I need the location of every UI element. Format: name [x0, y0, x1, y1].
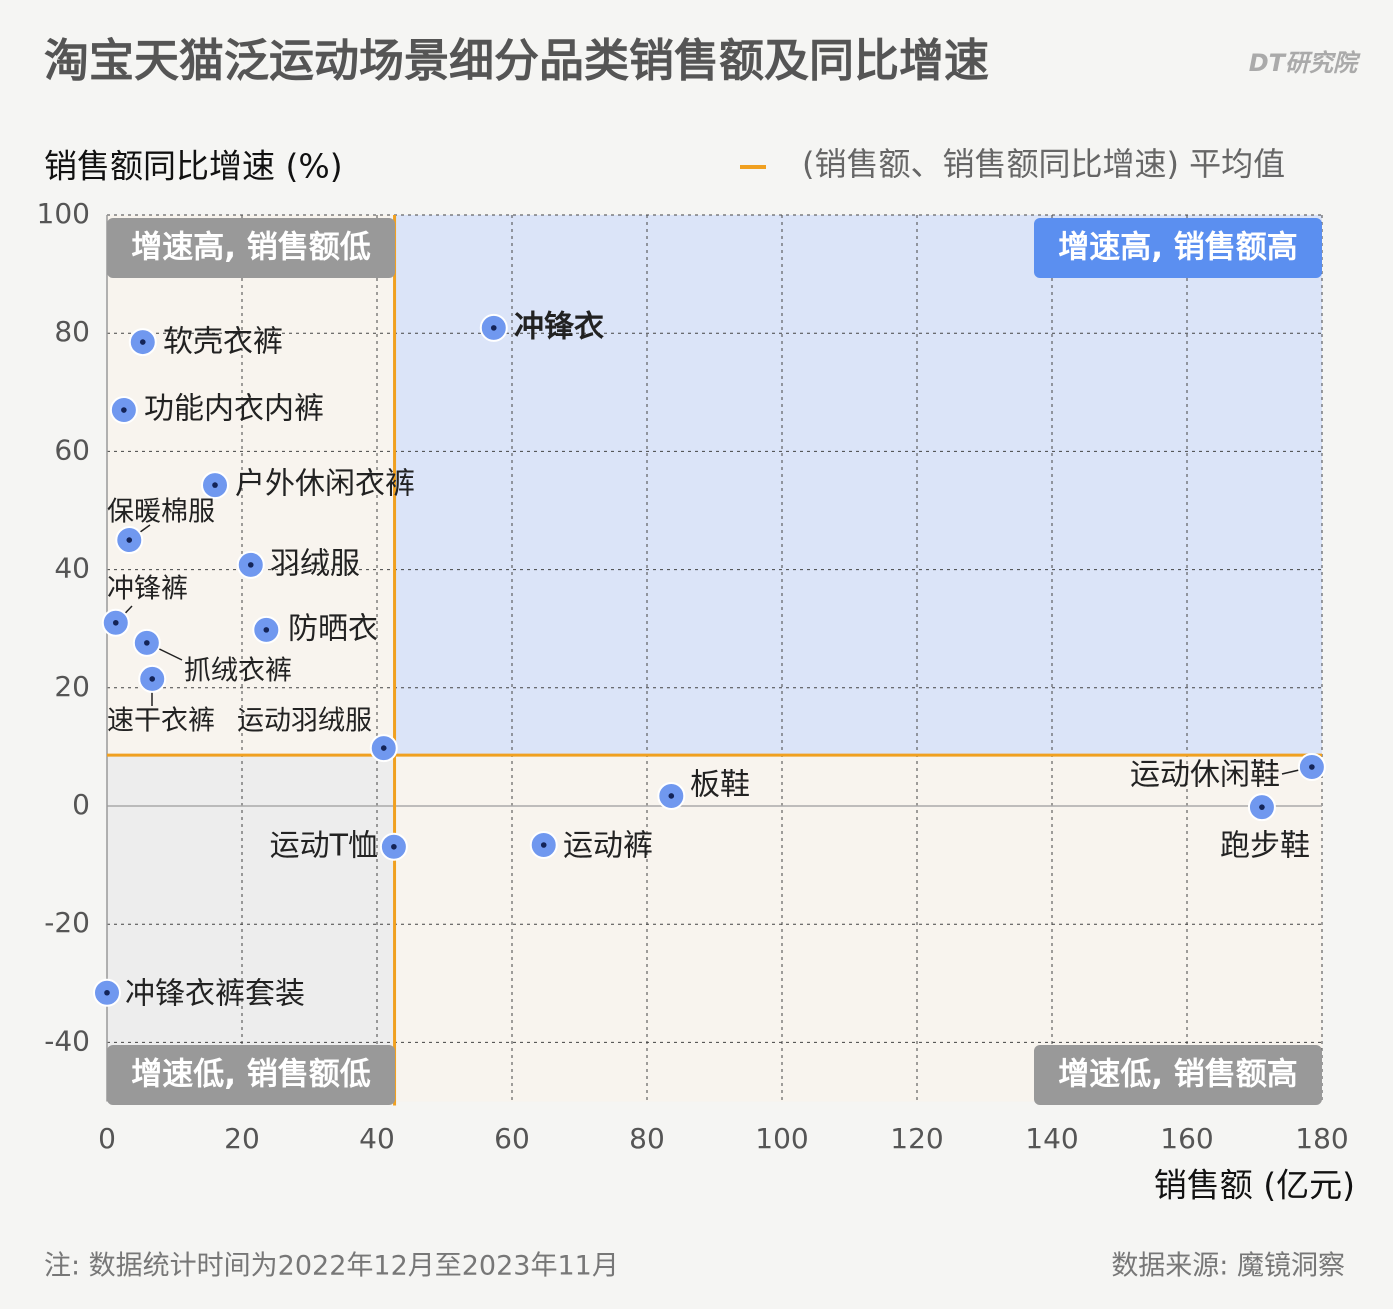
- quadrant-label: 增速低, 销售额低: [131, 1057, 371, 1093]
- x-tick-label: 20: [224, 1122, 260, 1155]
- point-label: 防晒衣: [288, 612, 378, 647]
- quadrant-box: [1034, 1045, 1322, 1105]
- x-axis-title: 销售额 (亿元): [1154, 1166, 1355, 1205]
- point-label: 冲锋衣裤套装: [125, 977, 305, 1012]
- point-center: [490, 325, 497, 331]
- point-label: 板鞋: [690, 768, 750, 803]
- brand: DT研究院: [1249, 49, 1361, 77]
- point-center: [121, 407, 127, 413]
- point-label: 保暖棉服: [107, 497, 215, 528]
- quadrant-bg: [394, 755, 1322, 1102]
- x-tick-label: 120: [890, 1122, 943, 1155]
- source: 数据来源: 魔镜洞察: [1111, 1251, 1345, 1282]
- quadrant-box: [1034, 218, 1322, 278]
- x-tick-label: 40: [359, 1122, 395, 1155]
- quadrant-bg: [107, 755, 395, 1102]
- quadrant-bg: [107, 215, 395, 756]
- point-label: 速干衣裤: [107, 706, 215, 737]
- point-label: 羽绒服: [270, 547, 360, 582]
- point-center: [212, 482, 218, 488]
- point-center: [540, 842, 547, 848]
- point-label: 冲锋裤: [107, 574, 188, 605]
- point-center: [391, 843, 397, 850]
- point-center: [144, 640, 150, 646]
- x-tick-label: 180: [1295, 1122, 1348, 1155]
- y-tick-label: 60: [54, 433, 90, 466]
- point-center: [1259, 804, 1265, 810]
- legend-label: (销售额、销售额同比增速) 平均值: [802, 145, 1285, 183]
- quadrant-label: 增速低, 销售额高: [1058, 1057, 1298, 1093]
- y-tick-label: -20: [44, 906, 90, 939]
- x-tick-label: 80: [629, 1122, 665, 1155]
- x-tick-label: 60: [494, 1122, 530, 1155]
- x-tick-label: 160: [1160, 1122, 1213, 1155]
- y-tick-label: 0: [72, 788, 90, 821]
- quadrant-label: 增速高, 销售额高: [1058, 230, 1298, 266]
- y-tick-label: 40: [54, 552, 90, 585]
- y-tick-label: 80: [54, 315, 90, 348]
- point-center: [263, 627, 270, 633]
- y-tick-label: 20: [54, 670, 90, 703]
- point-label: 软壳衣裤: [163, 325, 283, 360]
- point-center: [1309, 764, 1315, 770]
- point-label: 冲锋衣: [514, 310, 604, 345]
- quadrant-box: [107, 218, 395, 278]
- y-axis-title: 销售额同比增速 (%): [44, 147, 343, 186]
- point-label: 运动T恤: [270, 829, 378, 864]
- quadrant-label: 增速高, 销售额低: [131, 230, 371, 266]
- note: 注: 数据统计时间为2022年12月至2023年11月: [44, 1251, 619, 1282]
- point-center: [104, 989, 110, 996]
- quadrant-bg: [394, 215, 1322, 756]
- point-center: [247, 562, 254, 568]
- point-center: [668, 793, 675, 799]
- point-label: 运动休闲鞋: [1130, 758, 1280, 793]
- point-label: 运动羽绒服: [237, 706, 372, 737]
- point-center: [112, 619, 119, 626]
- x-tick-label: 100: [755, 1122, 808, 1155]
- point-label: 抓绒衣裤: [184, 656, 292, 687]
- x-tick-label: 0: [98, 1122, 116, 1155]
- quadrant-box: [107, 1045, 395, 1105]
- point-label: 户外休闲衣裤: [235, 467, 415, 502]
- point-center: [149, 676, 156, 682]
- point-label: 跑步鞋: [1220, 829, 1310, 864]
- point-center: [139, 339, 146, 345]
- point-label: 运动裤: [563, 829, 653, 864]
- point-center: [126, 537, 133, 543]
- x-tick-label: 140: [1025, 1122, 1078, 1155]
- y-tick-label: 100: [37, 197, 90, 230]
- chart-title: 淘宝天猫泛运动场景细分品类销售额及同比增速: [44, 34, 989, 87]
- point-label: 功能内衣内裤: [144, 392, 324, 427]
- y-tick-label: -40: [44, 1024, 90, 1057]
- point-center: [380, 745, 387, 751]
